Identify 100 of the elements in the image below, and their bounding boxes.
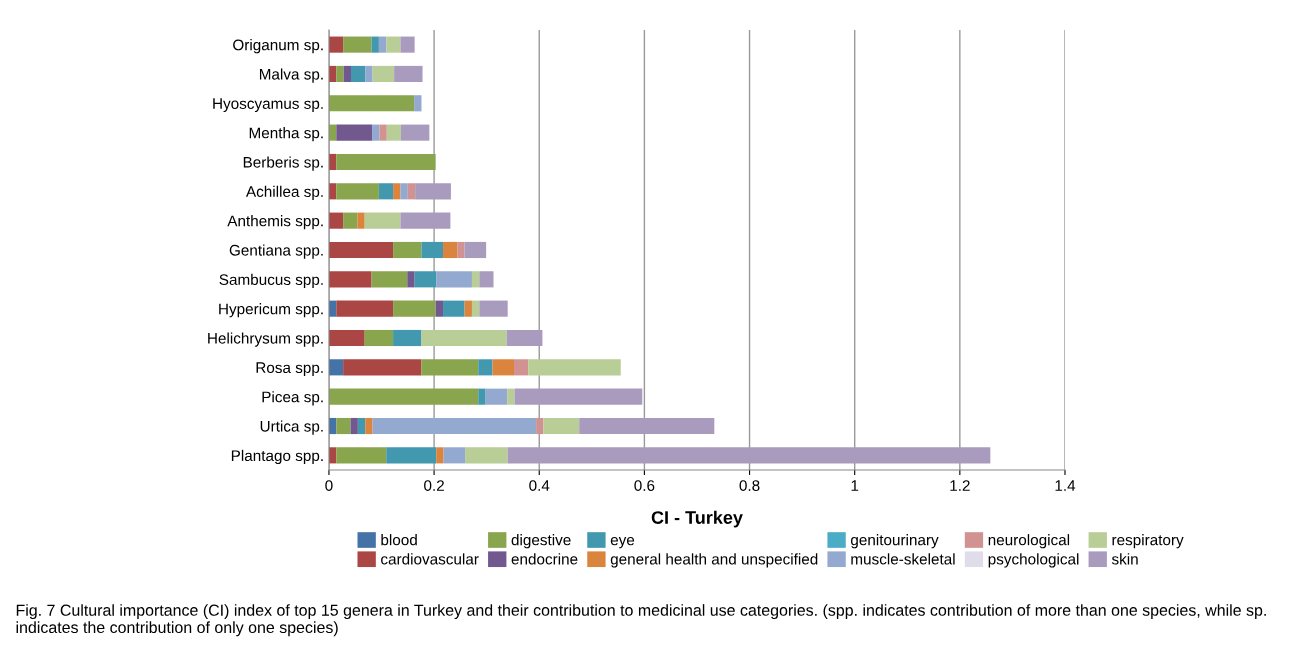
- bar: [421, 329, 507, 347]
- bar: [343, 36, 372, 53]
- bar: [393, 241, 422, 259]
- bar: [336, 417, 351, 435]
- bar: [479, 271, 494, 288]
- bar: [328, 359, 344, 376]
- y-tick-label: Anthemis spp.: [227, 215, 323, 230]
- bar: [357, 417, 366, 435]
- x-axis-title: CI - Turkey: [651, 510, 743, 528]
- bar: [351, 65, 366, 83]
- legend-label: blood: [381, 534, 417, 546]
- bar: [336, 124, 373, 141]
- bar: [328, 241, 394, 259]
- legend-label: endocrine: [511, 553, 578, 565]
- x-tick-label: 0.8: [739, 480, 760, 491]
- bar: [328, 388, 479, 405]
- x-tick-label: 0.6: [634, 480, 655, 491]
- bar: [336, 300, 394, 317]
- bar: [328, 212, 344, 229]
- bar: [365, 65, 373, 83]
- y-tick-label: Picea sp.: [262, 391, 323, 406]
- legend-label: skin: [1111, 553, 1138, 565]
- bar: [507, 388, 515, 405]
- y-tick-label: Urtica sp.: [260, 420, 323, 435]
- bar: [421, 359, 479, 376]
- bar: [386, 447, 437, 464]
- bar: [371, 271, 408, 288]
- bar: [478, 359, 493, 376]
- bar: [479, 300, 508, 317]
- legend-label: muscle-skeletal: [851, 553, 955, 565]
- bar: [328, 95, 415, 112]
- bar: [506, 329, 543, 347]
- legend-label: eye: [610, 536, 635, 549]
- bar: [436, 447, 444, 464]
- bar: [364, 329, 394, 347]
- bar: [393, 329, 422, 347]
- bar: [471, 300, 480, 317]
- bar: [393, 300, 436, 317]
- x-tick-label: 1.2: [950, 480, 970, 491]
- bar: [343, 212, 358, 229]
- bar: [336, 65, 344, 83]
- bar: [485, 388, 508, 405]
- bar: [378, 183, 394, 200]
- legend-label: genitourinary: [850, 534, 939, 549]
- bar: [400, 36, 415, 53]
- bar: [443, 241, 458, 259]
- y-tick-label: Hypericum spp.: [219, 303, 323, 318]
- bar: [386, 36, 401, 53]
- bar: [379, 124, 387, 141]
- bar: [357, 212, 365, 229]
- legend-label: neurological: [988, 534, 1070, 549]
- bar: [436, 271, 472, 288]
- bar: [350, 417, 358, 435]
- bar: [386, 124, 401, 141]
- bar: [372, 124, 380, 141]
- bar: [478, 388, 486, 405]
- x-tick-label: 0.2: [424, 480, 444, 491]
- bar: [443, 300, 465, 317]
- bar: [400, 212, 451, 229]
- legend-label: psychological: [988, 553, 1079, 568]
- bar: [443, 447, 466, 464]
- bar: [465, 447, 508, 464]
- legend-label: general health and unspecified: [610, 553, 818, 568]
- bar: [328, 36, 344, 53]
- bar: [457, 241, 465, 259]
- y-tick-label: Sambucus spp.: [219, 273, 323, 289]
- bar: [435, 300, 444, 317]
- bar: [343, 65, 352, 83]
- bar: [372, 417, 537, 435]
- bar: [471, 271, 480, 288]
- bar: [507, 447, 991, 464]
- y-tick-label: Hyoscyamus sp.: [213, 98, 323, 112]
- x-tick-label: 0.4: [529, 480, 550, 491]
- bar: [528, 359, 621, 376]
- legend-label: digestive: [511, 534, 571, 549]
- y-tick-label: Origanum sp.: [233, 39, 323, 54]
- bar: [407, 271, 415, 288]
- bar: [336, 153, 436, 171]
- bar: [394, 65, 423, 83]
- bar: [579, 417, 715, 435]
- y-tick-label: Rosa spp.: [256, 362, 323, 377]
- y-tick-label: Helichrysum spp.: [208, 332, 323, 347]
- x-tick-label: 1: [851, 480, 859, 491]
- bar: [393, 183, 401, 200]
- bar: [372, 65, 395, 83]
- bar: [514, 359, 529, 376]
- bar: [328, 271, 372, 288]
- x-tick-label: 0: [325, 480, 333, 491]
- bar: [421, 241, 444, 259]
- y-tick-label: Gentiana spp.: [229, 244, 323, 259]
- bar: [328, 329, 365, 347]
- bar: [407, 183, 416, 200]
- y-tick-label: Malva sp.: [259, 68, 323, 83]
- bar: [536, 417, 544, 435]
- bar: [364, 212, 401, 229]
- y-tick-label: Plantago spp.: [231, 449, 323, 465]
- bar: [543, 417, 580, 435]
- legend-label: respiratory: [1112, 534, 1184, 549]
- bar: [414, 271, 437, 288]
- x-tick-label: 1.4: [1055, 480, 1076, 491]
